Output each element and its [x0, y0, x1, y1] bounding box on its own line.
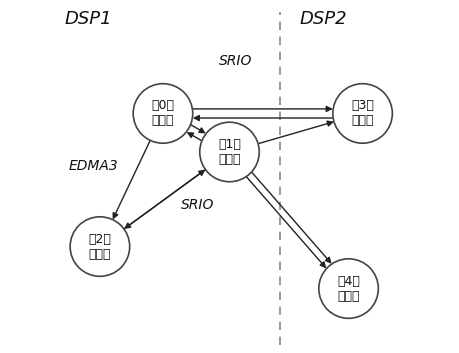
- Text: 第1号
处理器: 第1号 处理器: [218, 138, 241, 166]
- Text: EDMA3: EDMA3: [68, 159, 118, 173]
- Text: DSP2: DSP2: [300, 10, 347, 28]
- Text: DSP1: DSP1: [65, 10, 112, 28]
- Circle shape: [200, 122, 259, 182]
- Circle shape: [333, 84, 392, 143]
- Circle shape: [319, 259, 378, 318]
- Circle shape: [133, 84, 193, 143]
- Circle shape: [70, 217, 130, 276]
- Text: 第3号
处理器: 第3号 处理器: [351, 100, 374, 127]
- Text: 第2号
处理器: 第2号 处理器: [89, 233, 112, 261]
- Text: 第4号
处理器: 第4号 处理器: [337, 275, 360, 303]
- Text: SRIO: SRIO: [180, 198, 214, 211]
- Text: 第0号
处理器: 第0号 处理器: [151, 100, 174, 127]
- Text: SRIO: SRIO: [219, 54, 252, 68]
